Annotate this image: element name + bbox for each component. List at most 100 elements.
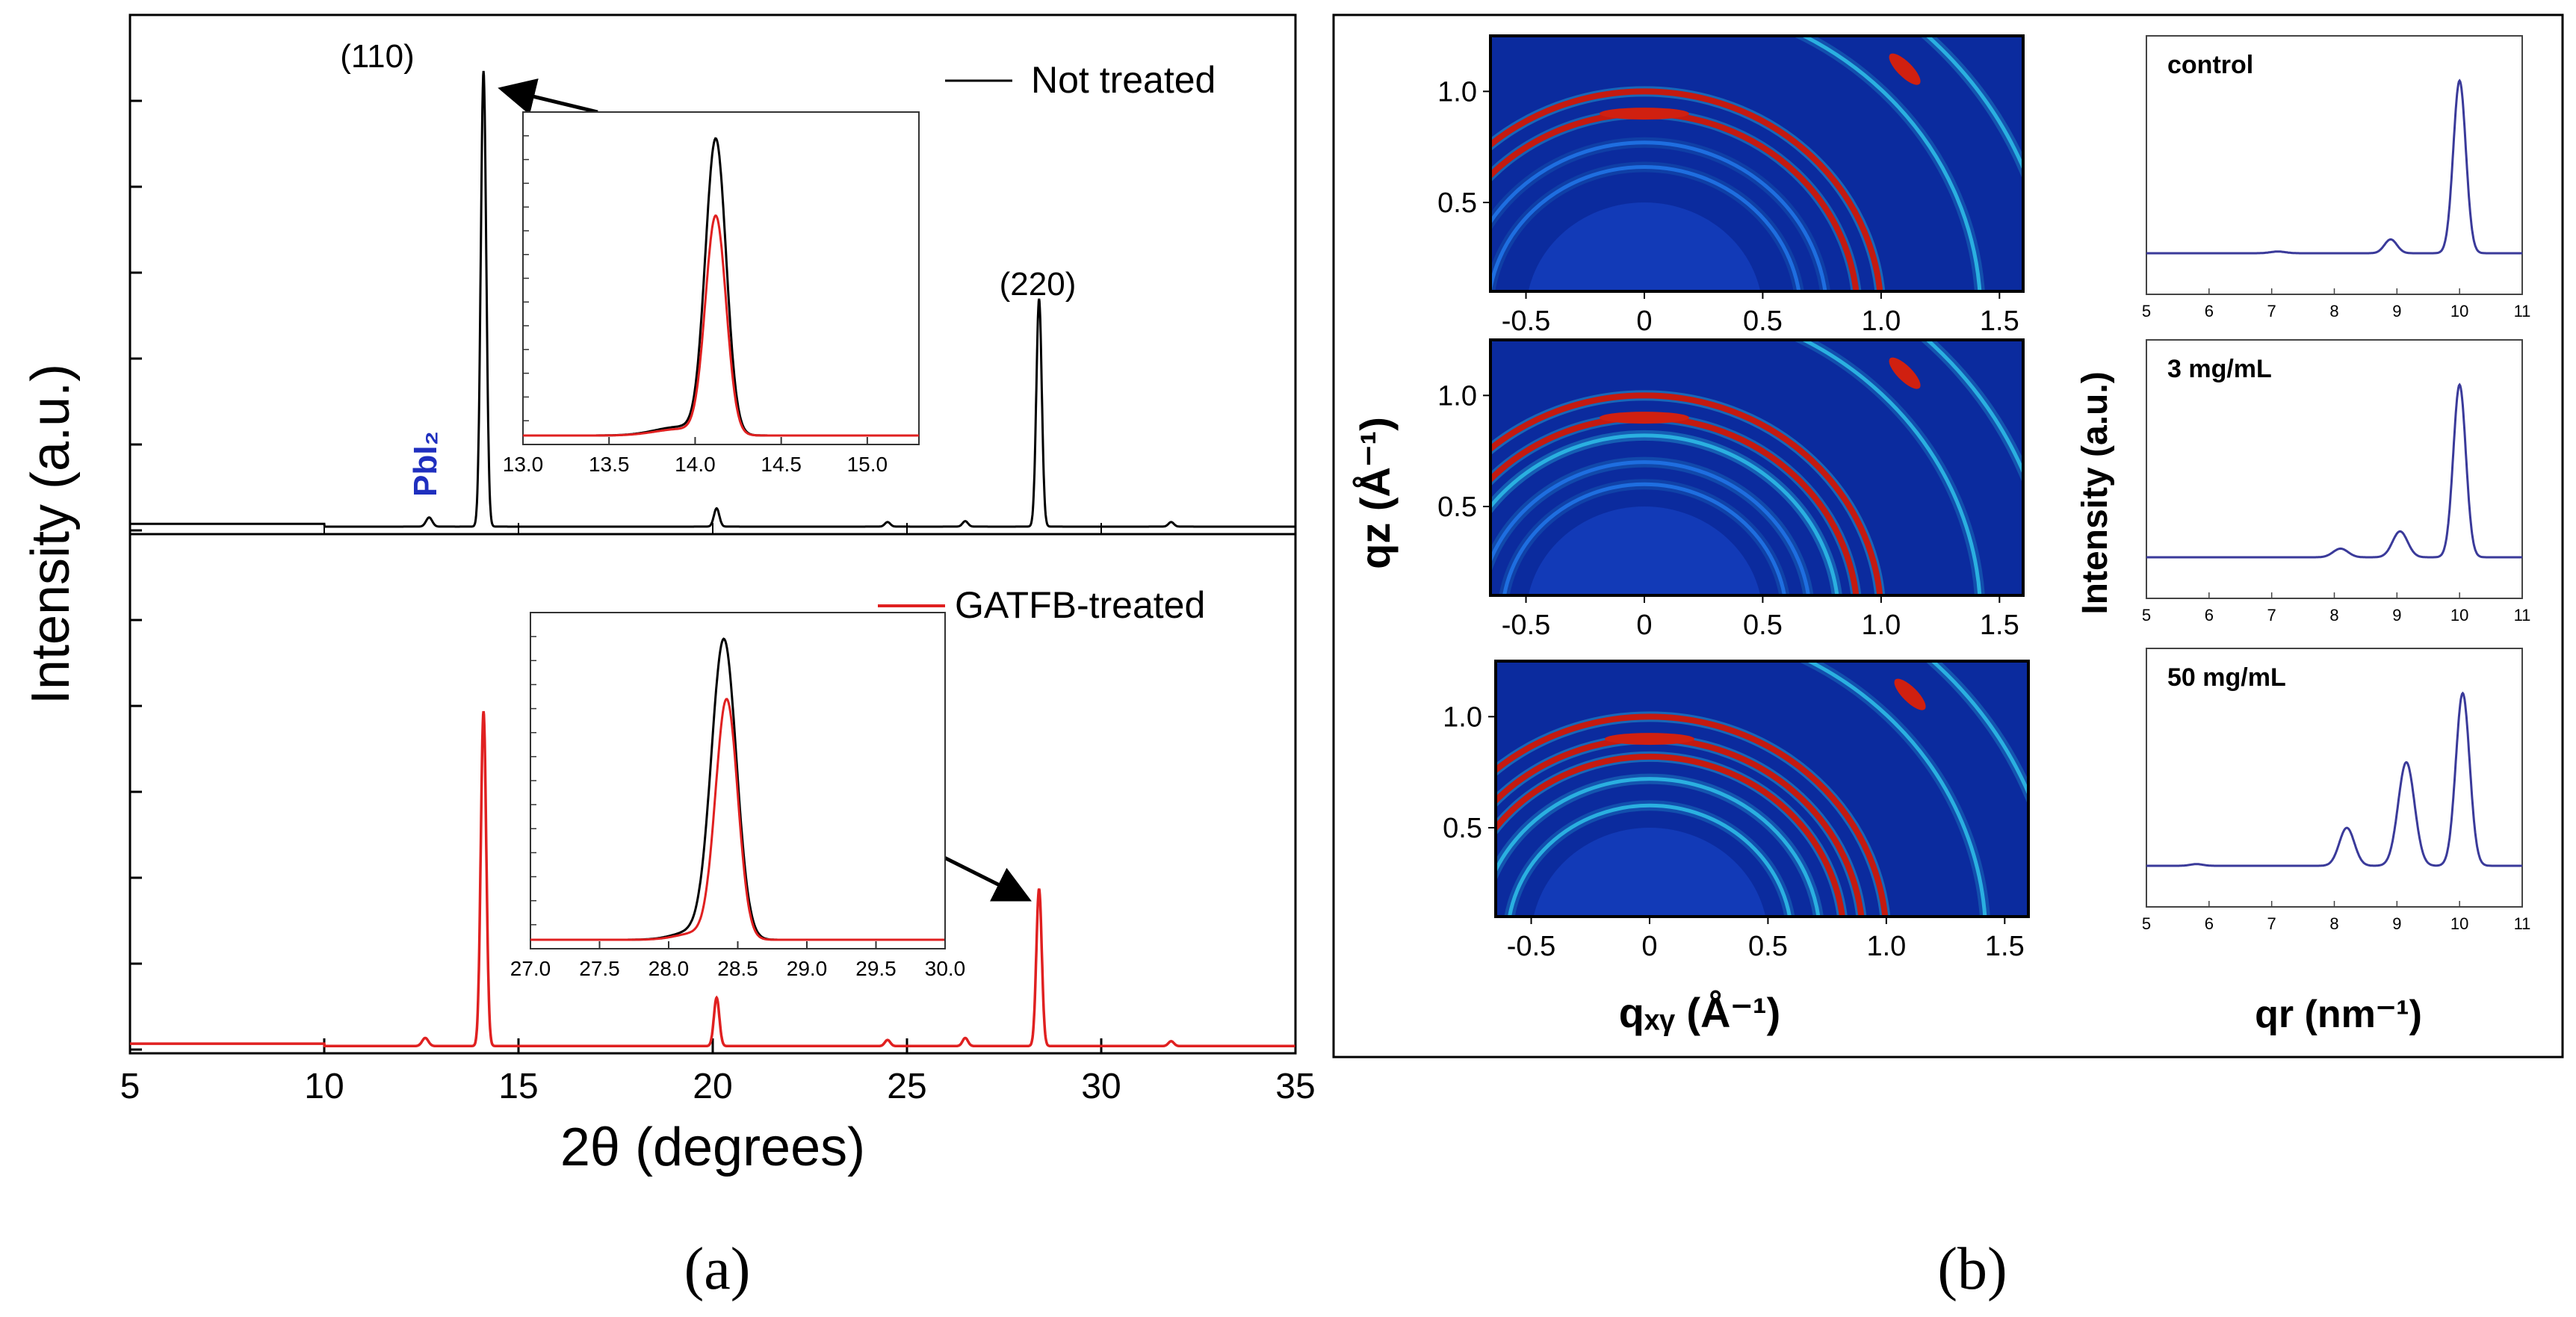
profile-label: 3 mg/mL	[2167, 355, 2272, 383]
gixd-y-axis-label: qz (Å⁻¹)	[1352, 417, 1399, 569]
inset-x-tick-label: 29.5	[855, 957, 897, 980]
gixd-x-axis-label: qₓᵧ (Å⁻¹)	[1619, 989, 1781, 1036]
inset-x-tick-label: 28.0	[648, 957, 690, 980]
inset-x-tick-label: 15.0	[847, 453, 888, 476]
inset-x-tick-label: 28.5	[717, 957, 758, 980]
gixd-map-2: -0.5 0 0.5 1.0 1.5 0.5 1.0	[1437, 338, 2025, 641]
gixd-beamstop	[1642, 908, 1657, 917]
profile-x-tick-label: 7	[2267, 914, 2276, 933]
profile-x-tick-label: 6	[2205, 302, 2214, 320]
gixd-ring	[1496, 777, 1821, 917]
gixd-frame	[1489, 338, 2025, 597]
profile-plot-2: 3 mg/mL 5 6 7 8 9 10 11	[2142, 339, 2531, 625]
gixd-y-tick-label: 0.5	[1437, 492, 1477, 523]
gixd-map-3: -0.5 0 0.5 1.0 1.5 0.5 1.0	[1443, 660, 2030, 962]
x-tick-label: 20	[693, 1067, 732, 1106]
arrow-110-inset	[498, 78, 598, 115]
inset-220: 27.0 27.5 28.0 28.5 29.0 29.5 30.0	[510, 612, 966, 980]
peak-label-110: (110)	[340, 38, 414, 75]
profile-trace	[2146, 691, 2522, 867]
gixd-x-tick-label: 1.5	[1980, 610, 2019, 641]
inset-x-tick-label: 29.0	[787, 957, 828, 980]
panel-a-label: (a)	[684, 1236, 751, 1302]
gixd-x-tick-label: 1.0	[1861, 610, 1901, 641]
gixd-spot	[1894, 678, 1926, 710]
gixd-ring	[1496, 753, 1845, 917]
gixd-x-tick-label: 0.5	[1748, 931, 1788, 962]
gixd-y-tick-label: 1.0	[1437, 380, 1477, 412]
inset-x-tick-label: 30.0	[925, 957, 966, 980]
gixd-x-tick-label: 1.0	[1866, 931, 1906, 962]
profile-x-tick-label: 9	[2392, 914, 2401, 933]
gixd-y-tick-label: 0.5	[1443, 813, 1482, 844]
gixd-beamstop	[1637, 587, 1652, 595]
gixd-map-1: -0.5 0 0.5 1.0 1.5 0.5 1.0	[1437, 34, 2025, 337]
legend-not-treated: Not treated	[1031, 59, 1216, 101]
x-tick-label: 10	[304, 1067, 344, 1106]
gixd-ring	[1502, 482, 1786, 595]
inset-x-tick-label: 13.0	[503, 453, 544, 476]
profile-x-tick-label: 7	[2267, 302, 2276, 320]
gixd-x-tick-label: 0.5	[1743, 610, 1783, 641]
legend-gatfb: GATFB-treated	[955, 584, 1205, 626]
panel-b: -0.5 0 0.5 1.0 1.5 0.5 1.0 -0.5 0 0.5 1.0 1.5 0.5 1.0…	[1332, 13, 2564, 1302]
gixd-spot	[1599, 412, 1689, 424]
gixd-x-tick-label: 0	[1641, 931, 1657, 962]
inset-x-tick-label: 13.5	[589, 453, 630, 476]
gixd-ring	[1490, 392, 1883, 595]
inset-110-gatfb-trace	[523, 214, 919, 437]
gixd-y-tick-label: 1.0	[1443, 701, 1482, 733]
gixd-frame	[1494, 660, 2030, 918]
gixd-ring	[1490, 433, 1839, 595]
profile-x-tick-label: 5	[2142, 914, 2151, 933]
gixd-beamstop	[1637, 283, 1652, 291]
xrd-y-axis-label: Intensity (a.u.)	[21, 364, 81, 704]
gixd-diffuse	[1528, 506, 1761, 595]
profile-x-tick-label: 5	[2142, 302, 2151, 320]
gixd-x-tick-label: 1.5	[1985, 931, 2025, 962]
pbi2-label: PbI₂	[407, 431, 444, 497]
gixd-x-tick-label: 1.0	[1861, 306, 1901, 337]
gixd-diffuse	[1528, 202, 1761, 291]
panel-b-frame	[1332, 13, 2564, 1059]
profile-frame	[2146, 648, 2523, 908]
profile-label: control	[2167, 51, 2253, 79]
inset-x-tick-label: 27.0	[510, 957, 551, 980]
profile-x-tick-label: 8	[2329, 302, 2338, 320]
profile-x-tick-label: 5	[2142, 606, 2151, 625]
gixd-x-tick-label: -0.5	[1507, 931, 1555, 962]
gixd-ring	[1490, 165, 1801, 291]
profile-x-tick-label: 8	[2329, 606, 2338, 625]
peak-label-220: (220)	[1000, 266, 1077, 303]
gixd-ring	[1490, 88, 1883, 291]
inset-x-tick-label: 14.0	[675, 453, 716, 476]
gixd-frame	[1489, 34, 2025, 293]
gixd-x-tick-label: 0	[1636, 610, 1652, 641]
inset-x-tick-label: 14.5	[761, 453, 802, 476]
profile-x-tick-label: 11	[2514, 606, 2531, 625]
gixd-ring	[1490, 140, 1827, 291]
gixd-maps: -0.5 0 0.5 1.0 1.5 0.5 1.0 -0.5 0 0.5 1.0 1.5 0.5 1.0…	[1437, 34, 2030, 962]
profile-trace	[2146, 382, 2522, 559]
gixd-x-tick-label: -0.5	[1502, 610, 1550, 641]
profile-x-tick-label: 10	[2450, 302, 2468, 320]
profile-x-tick-label: 10	[2450, 606, 2468, 625]
gixd-spot	[1604, 733, 1694, 746]
profile-x-tick-label: 11	[2514, 302, 2531, 320]
gixd-y-tick-label: 0.5	[1437, 188, 1477, 219]
profile-plot-1: control 5 6 7 8 9 10 11	[2142, 35, 2531, 320]
gixd-spot	[1599, 108, 1689, 120]
profile-x-tick-label: 11	[2514, 914, 2531, 933]
inset-x-tick-label: 27.5	[579, 957, 620, 980]
gixd-ring	[1496, 713, 1889, 917]
profile-x-tick-label: 6	[2205, 914, 2214, 933]
profile-x-axis-label: qr (nm⁻¹)	[2255, 993, 2422, 1036]
profile-trace	[2146, 78, 2522, 255]
gixd-x-tick-label: 1.5	[1980, 306, 2019, 337]
xrd-x-axis-label: 2θ (degrees)	[560, 1118, 865, 1177]
gixd-y-tick-label: 1.0	[1437, 76, 1477, 108]
profile-label: 50 mg/mL	[2167, 663, 2286, 692]
gixd-spot	[1889, 357, 1921, 389]
